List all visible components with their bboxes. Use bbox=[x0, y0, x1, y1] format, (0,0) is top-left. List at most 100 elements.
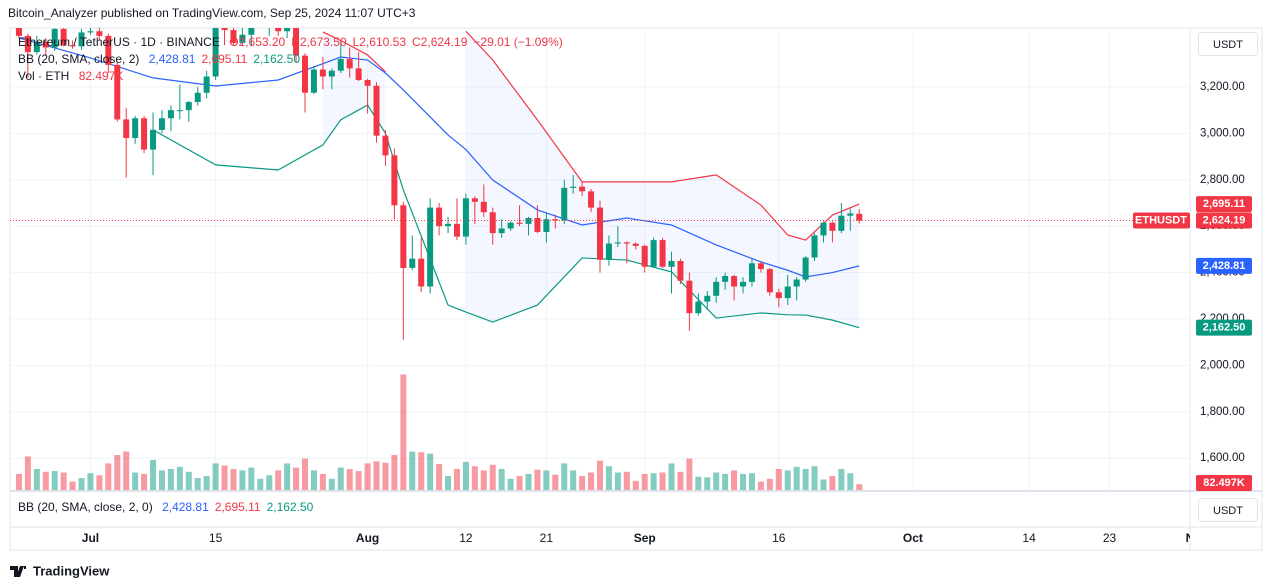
ohlc-value: C2,624.19 bbox=[412, 35, 468, 49]
candle-body bbox=[87, 31, 94, 33]
band-value: 2,162.50 bbox=[253, 52, 300, 66]
candle-body bbox=[856, 213, 863, 221]
volume-bar bbox=[185, 471, 192, 490]
candle-body bbox=[507, 222, 514, 229]
x-tick-label: 16 bbox=[772, 531, 786, 545]
candle-body bbox=[105, 35, 112, 65]
x-tick-label: Sep bbox=[634, 531, 656, 545]
candle-body bbox=[775, 292, 782, 299]
volume-bar bbox=[641, 473, 648, 490]
x-tick-label: N bbox=[1186, 531, 1195, 545]
volume-bar bbox=[257, 478, 264, 490]
volume-bar bbox=[418, 452, 425, 490]
candle-body bbox=[695, 301, 702, 314]
x-tick-label: Oct bbox=[903, 531, 923, 545]
volume-bar bbox=[802, 469, 809, 490]
y-tick-label: 1,600.00 bbox=[1200, 452, 1245, 464]
candle-body bbox=[230, 30, 237, 43]
volume-bar bbox=[346, 469, 353, 490]
candle-body bbox=[194, 92, 201, 103]
price-tag: 82.497K bbox=[1203, 477, 1245, 489]
bb-legend: BB (20, SMA, close, 2) bbox=[18, 52, 140, 66]
currency-button[interactable]: USDT bbox=[1198, 32, 1258, 56]
volume-bar bbox=[328, 478, 335, 490]
y-tick-label: 3,000.00 bbox=[1200, 127, 1245, 139]
y-tick-label: 2,000.00 bbox=[1200, 359, 1245, 371]
candle-body bbox=[543, 219, 550, 232]
volume-bar bbox=[748, 473, 755, 490]
candle-body bbox=[346, 59, 353, 69]
volume-bar bbox=[632, 480, 639, 490]
x-tick-label: 21 bbox=[540, 531, 554, 545]
header: Bitcoin_Analyzer published on TradingVie… bbox=[8, 6, 416, 20]
candle-body bbox=[632, 243, 639, 246]
price-tag: 2,695.11 bbox=[1203, 198, 1245, 210]
volume-bar bbox=[24, 456, 31, 490]
volume-bar bbox=[757, 481, 764, 490]
candle-body bbox=[24, 35, 31, 53]
candle-body bbox=[659, 240, 666, 267]
volume-bar bbox=[302, 458, 308, 490]
currency-button[interactable]: USDT bbox=[1198, 498, 1258, 522]
candle-body bbox=[838, 215, 845, 231]
vol-legend: Vol · ETH bbox=[18, 69, 70, 83]
candle-body bbox=[588, 191, 595, 208]
candle-body bbox=[150, 129, 157, 150]
candle-body bbox=[212, 28, 219, 77]
x-tick-label: 14 bbox=[1022, 531, 1036, 545]
candle-body bbox=[614, 242, 621, 244]
volume-bar bbox=[713, 472, 720, 490]
volume-bar bbox=[123, 451, 130, 490]
candle-body bbox=[373, 85, 380, 136]
volume-bar bbox=[489, 464, 496, 490]
volume-bar bbox=[650, 473, 657, 490]
candle-body bbox=[364, 79, 371, 86]
candle-body bbox=[400, 205, 407, 268]
candle-body bbox=[328, 70, 335, 77]
volume-bar bbox=[659, 472, 666, 490]
candle-body bbox=[784, 286, 791, 299]
band-value: 2,695.11 bbox=[214, 500, 261, 514]
price-tag-bg bbox=[1196, 196, 1252, 213]
band-line bbox=[18, 37, 860, 278]
band-value: 2,428.81 bbox=[162, 500, 209, 514]
volume-bar bbox=[194, 478, 201, 490]
volume-bar bbox=[33, 469, 40, 490]
volume-bar bbox=[42, 471, 49, 490]
candle-body bbox=[436, 207, 443, 227]
candle-body bbox=[96, 31, 103, 36]
x-tick-label: Jul bbox=[82, 531, 99, 545]
vol-value: 82.497K bbox=[78, 69, 124, 83]
candle-body bbox=[704, 295, 711, 302]
candle-body bbox=[221, 28, 228, 31]
candle-body bbox=[498, 228, 505, 234]
volume-bar bbox=[275, 470, 282, 490]
symbol-tag-bg bbox=[1133, 212, 1190, 229]
plot: ETHUSDT bbox=[10, 28, 1190, 490]
volume-bar bbox=[230, 469, 237, 490]
volume-bar bbox=[266, 475, 273, 490]
candle-body bbox=[132, 118, 139, 138]
legend-symbol: Ethereum / TetherUS · 1D · BINANCE O2,65… bbox=[18, 34, 575, 50]
volume-bar bbox=[704, 477, 711, 490]
candle-body bbox=[623, 242, 630, 244]
time-axis: Jul 15 Aug 12 21 Sep 16 Oct 14 23 N bbox=[82, 531, 1195, 545]
volume-bar bbox=[784, 470, 791, 490]
candle-body bbox=[176, 110, 183, 112]
volume-bar bbox=[829, 476, 836, 490]
candle-body bbox=[552, 219, 559, 221]
volume-bar bbox=[677, 471, 684, 490]
volume-bar bbox=[248, 467, 255, 490]
volume-bar bbox=[605, 466, 612, 490]
candle-body bbox=[847, 213, 854, 216]
candle-body bbox=[471, 198, 478, 202]
volume-bar bbox=[427, 453, 434, 490]
candle-body bbox=[158, 118, 165, 130]
candle-body bbox=[677, 260, 684, 281]
footer: TradingView bbox=[33, 563, 110, 578]
legend-bb: BB (20, SMA, close, 2) 2,428.81 2,695.11 2… bbox=[18, 51, 312, 67]
candle-body bbox=[570, 186, 577, 188]
bb-value: 2,428.81 2,695.11 2,162.50 bbox=[162, 500, 319, 514]
x-tick-label: 15 bbox=[209, 531, 223, 545]
